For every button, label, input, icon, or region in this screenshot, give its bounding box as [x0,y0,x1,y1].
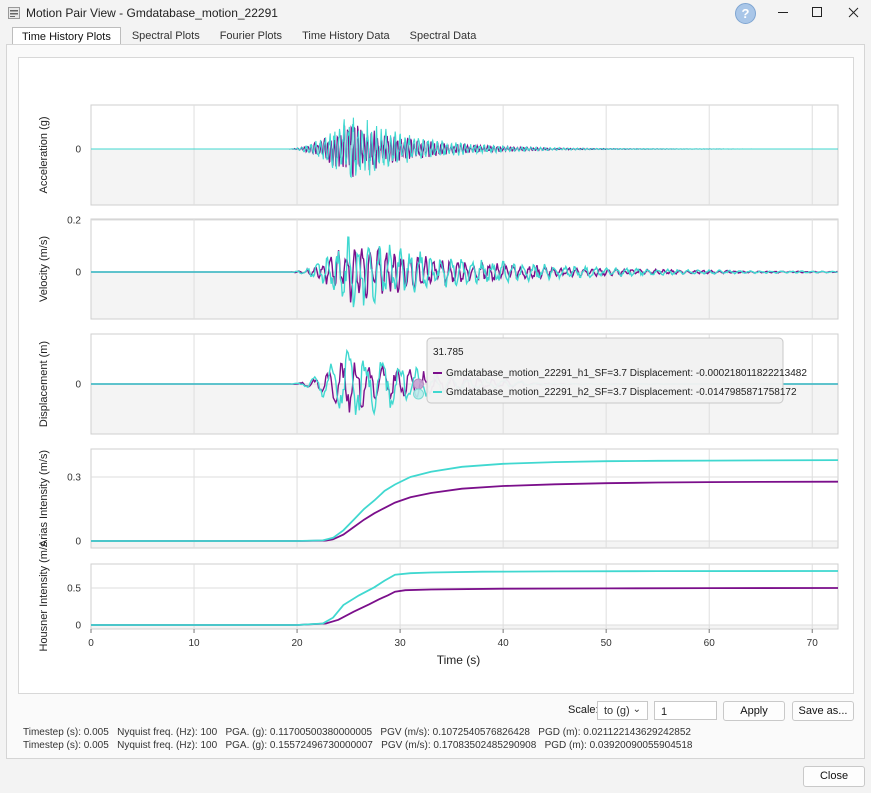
scale-factor-input[interactable] [654,701,717,720]
tab-time-history-plots[interactable]: Time History Plots [12,27,121,45]
app-icon [8,7,20,19]
x-tick-label: 20 [292,638,304,649]
y-tick-label: 0 [75,380,81,391]
hover-marker-h2 [412,388,424,400]
series-line [91,570,839,626]
window-title: Motion Pair View - Gmdatabase_motion_222… [26,6,278,20]
chart-tooltip: 31.785 Gmdatabase_motion_22291_h1_SF=3.7… [426,337,807,404]
y-axis-label: Housner Intensity (m/s [38,541,50,652]
y-tick-label: 0.3 [67,473,81,484]
title-bar: Motion Pair View - Gmdatabase_motion_222… [0,0,871,26]
close-window-icon[interactable] [836,0,870,26]
y-axis-label: Velocity (m/s) [38,236,50,302]
hover-marker-h1 [412,378,424,390]
x-tick-label: 50 [601,638,613,649]
scale-label: Scale: [568,704,599,716]
series-line [91,117,838,179]
series-line [91,587,839,626]
series-line [91,459,839,542]
x-tick-label: 0 [88,638,94,649]
chart-panel: 0.5 0 Housner Intensity (m/s [38,541,839,652]
scale-unit-select[interactable]: to (g) ⌄ [597,701,648,720]
y-tick-label: 0.2 [67,216,81,227]
tooltip-line-h1: Gmdatabase_motion_22291_h1_SF=3.7 Displa… [446,368,807,379]
scale-unit-value: to (g) [604,705,630,717]
tab-spectral-data[interactable]: Spectral Data [409,30,477,42]
motion-info-h1: Timestep (s): 0.005 Nyquist freq. (Hz): … [23,727,691,738]
y-axis-label: Displacement (m) [38,341,50,427]
help-button[interactable]: ? [735,3,756,24]
chart-panel: 0 Acceleration (g) [38,104,839,206]
close-button[interactable]: Close [803,766,865,787]
tab-spectral-plots[interactable]: Spectral Plots [131,30,200,42]
x-tick-label: 30 [395,638,407,649]
y-tick-label: 0 [75,268,81,279]
tab-fourier-plots[interactable]: Fourier Plots [219,30,283,42]
x-axis-label: Time (s) [437,653,481,667]
save-as-button[interactable]: Save as... [792,701,854,721]
y-tick-label: 0.5 [67,584,81,595]
y-tick-label: 0 [75,145,81,156]
y-tick-label: 0 [75,621,81,632]
tab-time-history-data[interactable]: Time History Data [302,30,390,42]
maximize-icon[interactable] [800,0,834,26]
chart-panel: 0.2 0 Velocity (m/s) [38,216,839,320]
x-tick-label: 70 [807,638,819,649]
tooltip-x-value: 31.785 [433,347,464,358]
series-line [91,236,838,308]
chevron-down-icon: ⌄ [632,704,641,715]
chart-panel: 0.3 0 Arias Intensity (m/s) [38,448,839,549]
x-tick-label: 10 [188,638,200,649]
y-axis-label: Arias Intensity (m/s) [38,450,50,547]
x-axis: 0 10 20 30 40 50 60 70 Time (s) [88,629,818,667]
y-tick-label: 0 [75,537,81,548]
series-line [91,480,839,542]
x-tick-label: 40 [498,638,510,649]
motion-info-h2: Timestep (s): 0.005 Nyquist freq. (Hz): … [23,740,693,751]
tooltip-line-h2: Gmdatabase_motion_22291_h2_SF=3.7 Displa… [446,387,797,398]
tab-bar: Time History Plots Spectral Plots Fourie… [12,27,487,45]
x-tick-label: 60 [704,638,716,649]
y-axis-label: Acceleration (g) [38,116,50,193]
apply-button[interactable]: Apply [723,701,785,721]
minimize-icon[interactable] [766,0,800,26]
